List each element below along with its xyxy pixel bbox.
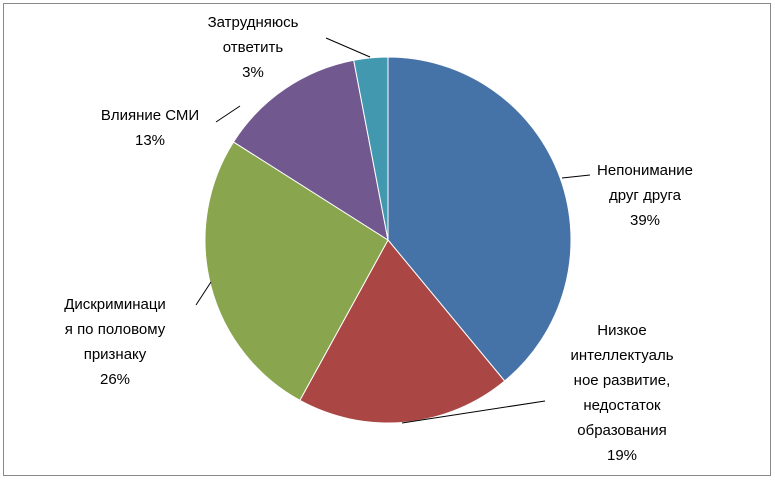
pie-slice xyxy=(232,59,389,242)
data-label: Затрудняюсь ответить 3% xyxy=(208,10,299,85)
slice-label: Затрудняюсь ответить xyxy=(207,14,299,56)
value-label: 39% xyxy=(629,212,661,229)
leader-line xyxy=(215,105,241,123)
value-label: 13% xyxy=(134,132,166,149)
leader-line xyxy=(325,37,371,58)
pie-slice xyxy=(353,56,389,241)
data-label: Непонимание друг друга 39% xyxy=(597,158,693,233)
leader-line xyxy=(195,281,212,306)
leader-line xyxy=(561,174,591,179)
slice-label: Непонимание друг друга xyxy=(597,162,693,204)
slice-label: Дискриминаци я по половому признаку xyxy=(64,296,166,363)
value-label: 3% xyxy=(242,64,264,81)
value-label: 19% xyxy=(606,447,638,464)
pie-slice xyxy=(387,56,572,382)
data-label: Влияние СМИ 13% xyxy=(101,103,199,153)
slice-label: Влияние СМИ xyxy=(100,107,200,124)
data-label: Низкое интеллектуаль ное развитие, недос… xyxy=(570,318,673,468)
pie-slice xyxy=(204,141,389,402)
value-label: 26% xyxy=(99,371,131,388)
leader-line xyxy=(401,400,546,424)
data-label: Дискриминаци я по половому признаку 26% xyxy=(64,292,166,392)
slice-label: Низкое интеллектуаль ное развитие, недос… xyxy=(570,322,674,439)
